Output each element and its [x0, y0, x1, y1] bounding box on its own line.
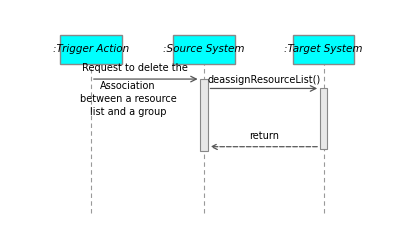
Text: Association
between a resource
list and a group: Association between a resource list and …	[80, 81, 176, 117]
Text: :Trigger Action: :Trigger Action	[53, 44, 129, 54]
Text: deassignResourceList(): deassignResourceList()	[207, 75, 320, 85]
Bar	[293, 35, 354, 64]
Bar	[320, 89, 327, 149]
Bar	[60, 35, 122, 64]
Text: :Source System: :Source System	[163, 44, 245, 54]
Text: :Target System: :Target System	[284, 44, 363, 54]
Text: return: return	[249, 131, 279, 141]
Bar	[173, 35, 235, 64]
Text: Request to delete the: Request to delete the	[82, 63, 188, 73]
Bar	[201, 79, 208, 151]
